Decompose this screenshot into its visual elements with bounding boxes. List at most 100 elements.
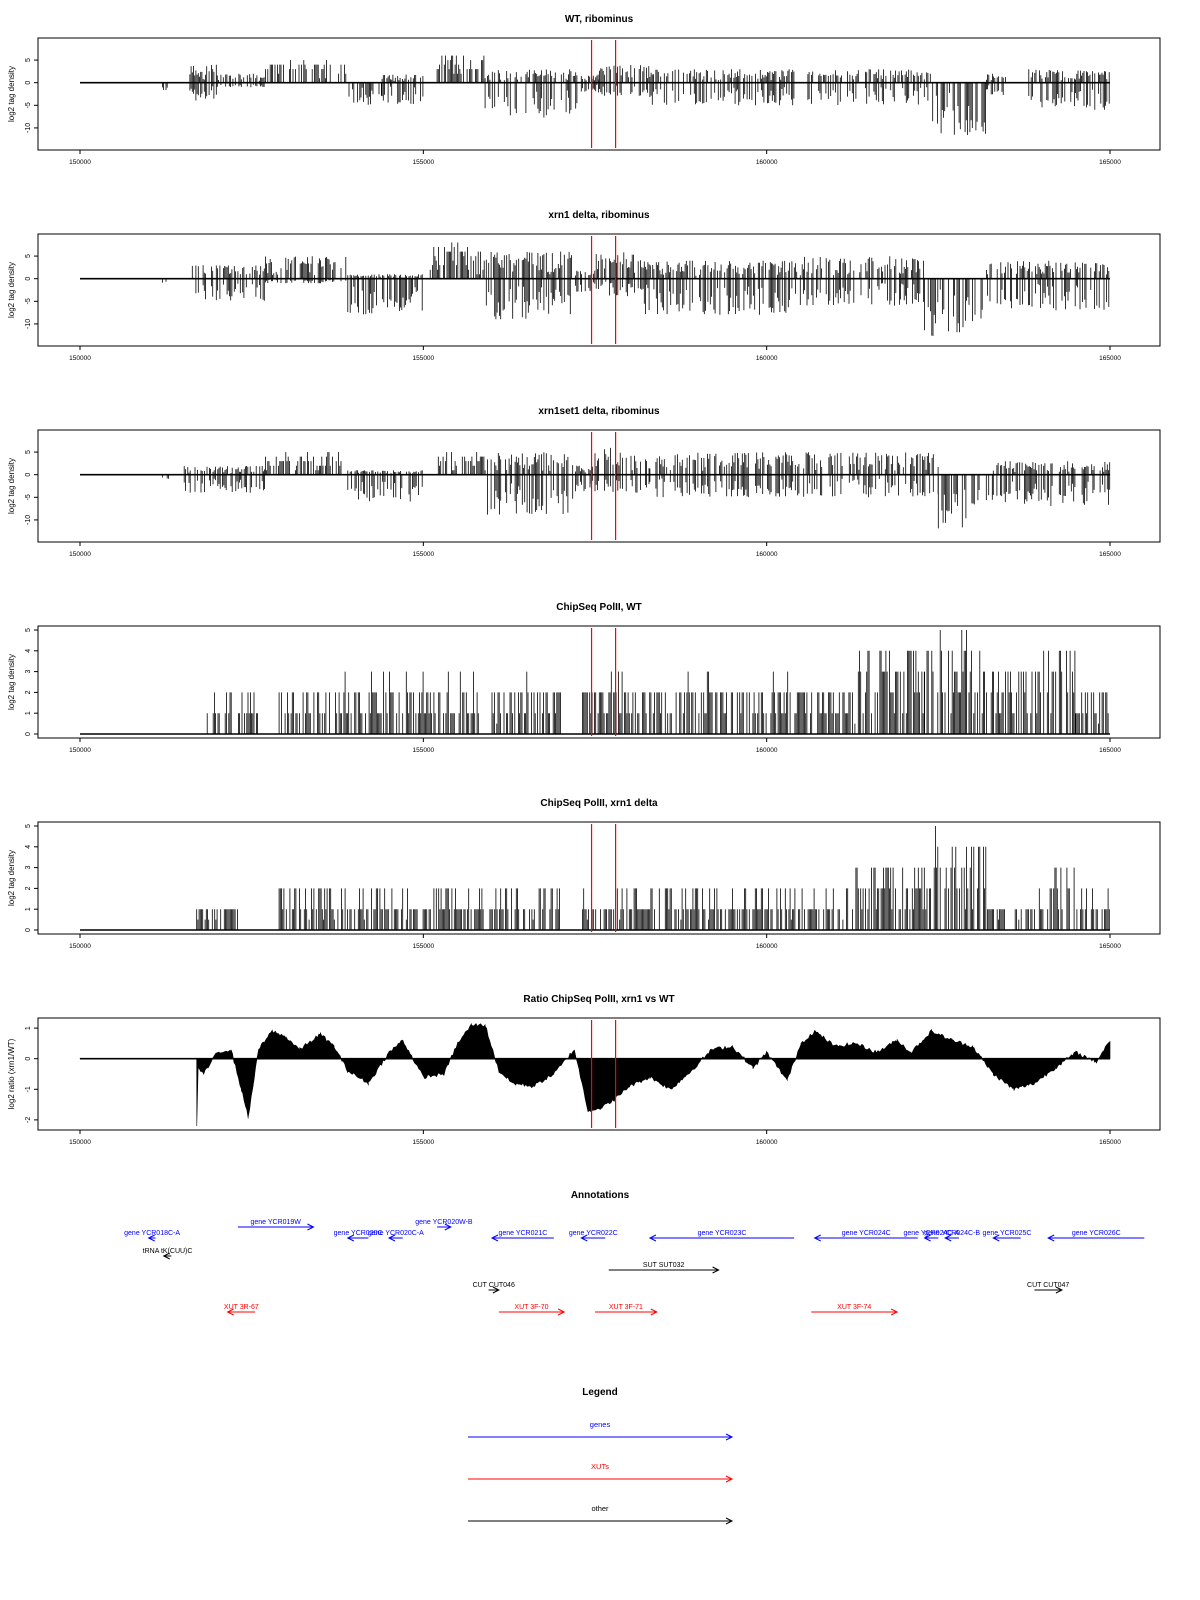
x-tick-label: 150000 [69, 1139, 91, 1146]
annotation-label: gene YCR024C [842, 1230, 891, 1237]
x-tick-label: 160000 [756, 943, 778, 950]
chart-title: ChipSeq PolII, WT [556, 602, 642, 613]
arrowhead-icon [162, 1252, 170, 1260]
y-tick-label: 0 [25, 277, 32, 281]
annotation-gene-ycr025c: gene YCR025C [983, 1230, 1032, 1242]
annotation-xut-3f-74: XUT 3F-74 [811, 1304, 899, 1316]
chart-panel-2: xrn1 delta, ribominus log2 tag density -10… [7, 210, 1161, 362]
annotation-label: gene YCR024C-A [904, 1230, 960, 1237]
arrowhead-icon [992, 1234, 1000, 1242]
x-tick-label: 155000 [412, 1139, 434, 1146]
annotation-gene-ycr018c-a: gene YCR018C-A [124, 1230, 180, 1242]
plot-frame [37, 625, 1161, 739]
legend-item-xuts: XUTs [468, 1462, 734, 1483]
annotation-gene-ycr026c: gene YCR026C [1047, 1230, 1145, 1242]
x-tick-label: 160000 [756, 1139, 778, 1146]
y-tick-label: 1 [25, 907, 32, 911]
y-tick-label: 3 [25, 866, 32, 870]
x-tick-label: 165000 [1099, 551, 1121, 558]
chart-title: xrn1 delta, ribominus [548, 210, 650, 221]
x-tick-label: 165000 [1099, 943, 1121, 950]
y-tick-label: 5 [25, 58, 32, 62]
y-tick-label: 0 [25, 81, 32, 85]
x-tick-label: 165000 [1099, 1139, 1121, 1146]
y-tick-label: 1 [25, 711, 32, 715]
y-axis-label: log2 tag density [7, 66, 16, 122]
annotation-label: gene YCR025C [983, 1230, 1032, 1237]
arrowhead-icon [580, 1234, 588, 1242]
annotation-label: SUT SUT032 [643, 1262, 685, 1269]
x-tick-label: 160000 [756, 355, 778, 362]
y-tick-label: 2 [25, 690, 32, 694]
x-tick-label: 155000 [412, 551, 434, 558]
annotation-label: tRNA tK(CUU)C [143, 1248, 193, 1255]
y-tick-label: 5 [25, 450, 32, 454]
annotation-label: gene YCR021C [498, 1230, 547, 1237]
y-tick-label: 0 [25, 473, 32, 477]
x-tick-label: 165000 [1099, 159, 1121, 166]
x-tick-label: 150000 [69, 747, 91, 754]
annotation-gene-ycr024c-a: gene YCR024C-A [904, 1230, 960, 1242]
annotation-gene-ycr022c: gene YCR022C [569, 1230, 618, 1242]
x-tick-label: 150000 [69, 943, 91, 950]
annotation-label: XUT 3R-67 [224, 1304, 259, 1311]
chart-title: xrn1set1 delta, ribominus [538, 406, 660, 417]
y-tick-label: 3 [25, 670, 32, 674]
legend-item-genes: genes [468, 1420, 734, 1441]
arrowhead-icon [444, 1223, 452, 1231]
x-tick-label: 150000 [69, 159, 91, 166]
annotation-gene-ycr021c: gene YCR021C [490, 1230, 554, 1242]
y-tick-label: -10 [25, 515, 32, 525]
plot-frame [37, 37, 1161, 151]
annotation-xut-3f-70: XUT 3F-70 [498, 1304, 566, 1316]
chart-panel-4: ChipSeq PolII, WT log2 tag density 0 1 2 3 4 5 1… [7, 602, 1161, 754]
x-tick-label: 155000 [412, 159, 434, 166]
annotation-cut-cut047: CUT CUT047 [1027, 1282, 1069, 1294]
annotation-label: XUT 3F-71 [609, 1304, 643, 1311]
y-tick-label: 5 [25, 824, 32, 828]
y-tick-label: -5 [25, 298, 32, 304]
chart-title: WT, ribominus [565, 14, 634, 25]
arrowhead-icon [725, 1475, 734, 1483]
density-bars [162, 55, 1110, 135]
y-tick-label: -1 [25, 1086, 32, 1092]
annotation-label: gene YCR019W [250, 1219, 301, 1226]
y-tick-label: 1 [25, 1026, 32, 1030]
arrowhead-icon [1055, 1286, 1064, 1294]
arrowhead-icon [346, 1234, 355, 1242]
annotations-panel: Annotations gene YCR018C-A gene YCR019W gen… [124, 1190, 1145, 1316]
arrowhead-icon [650, 1308, 658, 1316]
annotation-label: gene YCR020C [334, 1230, 383, 1237]
annotation-label: XUT 3F-70 [514, 1304, 548, 1311]
y-tick-label: 5 [25, 628, 32, 632]
annotation-label: gene YCR024C-B [924, 1230, 980, 1237]
x-tick-label: 160000 [756, 159, 778, 166]
chart-panel-5: ChipSeq PolII, xrn1 delta log2 tag densit… [7, 798, 1161, 950]
annotation-gene-ycr024c: gene YCR024C [813, 1230, 918, 1242]
annotation-cut-cut046: CUT CUT046 [473, 1282, 515, 1294]
legend-label: other [591, 1504, 609, 1513]
annotation-xut-3r-67: XUT 3R-67 [224, 1304, 259, 1316]
annotation-label: gene YCR020C-A [368, 1230, 424, 1237]
ratio-area [79, 1022, 1111, 1127]
y-axis-label: log2 tag density [7, 262, 16, 318]
plot-frame [37, 429, 1161, 543]
arrowhead-icon [813, 1234, 821, 1242]
legend-label: genes [590, 1420, 611, 1429]
annotation-sut-sut032: SUT SUT032 [608, 1262, 720, 1274]
annotation-label: gene YCR020W-B [415, 1219, 473, 1226]
x-tick-label: 165000 [1099, 355, 1121, 362]
arrowhead-icon [557, 1308, 566, 1316]
arrowhead-icon [923, 1234, 931, 1242]
legend-item-other: other [468, 1504, 734, 1525]
legend-title: Legend [582, 1387, 618, 1398]
density-bars [196, 826, 1110, 930]
arrowhead-icon [1047, 1234, 1055, 1242]
arrowhead-icon [492, 1286, 500, 1294]
x-tick-label: 155000 [412, 355, 434, 362]
y-tick-label: -5 [25, 494, 32, 500]
chart-panel-1: WT, ribominus log2 tag density -10 -5 0 5 1500… [7, 14, 1161, 166]
y-tick-label: 4 [25, 845, 32, 849]
arrowhead-icon [725, 1433, 734, 1441]
